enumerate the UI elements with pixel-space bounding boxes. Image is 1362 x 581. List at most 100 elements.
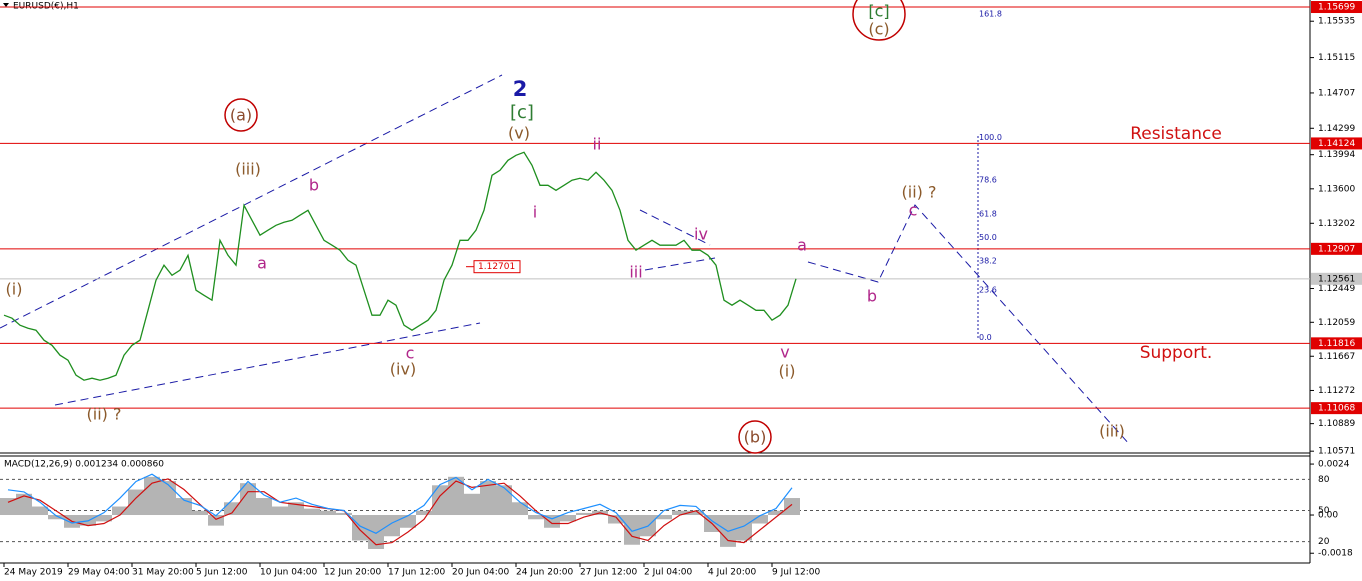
histogram-bar <box>304 508 320 516</box>
wave-label: (iii) <box>1099 422 1125 441</box>
level-label-box <box>1311 402 1362 415</box>
trendlines <box>0 74 1131 446</box>
histogram-bar <box>432 485 448 516</box>
trendline <box>54 322 481 406</box>
wave-label: (v) <box>508 124 530 143</box>
wave-label: (iii) <box>235 160 261 179</box>
fib-label: 23.6 <box>979 286 997 295</box>
indicator-title: MACD(12,26,9) 0.001234 0.000860 <box>4 460 164 470</box>
histogram-bar <box>48 515 64 520</box>
y-tick-label: 1.10889 <box>1318 419 1355 429</box>
level-label: 1.11068 <box>1318 404 1355 414</box>
trendline <box>644 257 716 271</box>
signal-line <box>7 478 793 546</box>
y-tick-label: 1.12449 <box>1318 284 1355 294</box>
level-label-box <box>1311 337 1362 350</box>
wave-label: a <box>797 236 807 255</box>
projection <box>807 204 1131 446</box>
level-label: 1.11816 <box>1318 339 1355 349</box>
histogram-bar <box>192 510 208 516</box>
wave-label: a <box>257 254 267 273</box>
wave-label: ii <box>593 135 602 154</box>
histogram-bar <box>0 498 16 516</box>
histogram-bar <box>320 510 336 516</box>
chart-title: EURUSD(€),H1 <box>13 2 79 12</box>
histogram-bar <box>768 510 784 516</box>
histogram-bar <box>112 506 128 516</box>
histogram-bar <box>144 476 160 516</box>
trendline <box>639 209 711 246</box>
wave-label: (iv) <box>390 360 416 379</box>
histogram-bar <box>528 515 544 520</box>
histogram-bar <box>208 515 224 526</box>
wave-label: [c] <box>868 2 889 21</box>
x-tick-label: 2 Jul 04:00 <box>644 568 693 578</box>
level-label: 1.14124 <box>1318 139 1355 149</box>
circle <box>852 0 906 41</box>
histogram-bar <box>224 502 240 516</box>
wave-label: (ii) ? <box>87 405 122 424</box>
histogram-bar <box>384 515 400 537</box>
x-tick-label: 24 Jun 20:00 <box>516 568 573 578</box>
y2-tick-label: 80 <box>1318 475 1330 485</box>
histogram-bar <box>752 515 768 524</box>
y-tick-label: 1.15535 <box>1318 17 1355 27</box>
y2-tick-label: 50 <box>1318 506 1330 516</box>
wave-label: b <box>867 287 877 306</box>
histogram-bar <box>416 510 432 516</box>
histogram-bar <box>16 493 32 516</box>
histogram-bar <box>352 515 368 541</box>
wave-label: v <box>780 343 789 362</box>
wave-label: c <box>909 201 918 220</box>
histogram-bar <box>160 481 176 516</box>
level-label: 1.15699 <box>1318 3 1355 13</box>
x-tick-label: 10 Jun 04:00 <box>260 568 317 578</box>
wave-label: iv <box>694 225 708 244</box>
price-line <box>3 151 797 381</box>
histogram-bar <box>512 502 528 516</box>
histogram-bar <box>448 476 464 516</box>
y-tick-label: 0.0024 <box>1318 460 1350 470</box>
histogram-bar <box>736 515 752 541</box>
level-label-box <box>1311 137 1362 150</box>
y-tick-label: 1.13994 <box>1318 150 1355 160</box>
histogram-bar <box>672 510 688 516</box>
histogram-bar <box>336 512 352 516</box>
x-tick-label: 9 Jul 12:00 <box>772 568 821 578</box>
histogram-bar <box>400 515 416 528</box>
x-tick-label: 20 Jun 04:00 <box>452 568 509 578</box>
y-tick-label: 1.14299 <box>1318 124 1355 134</box>
wave-label: Support. <box>1140 343 1213 363</box>
histogram-bar <box>272 506 288 516</box>
y-tick-label: 1.13600 <box>1318 184 1355 194</box>
y-tick-label: 1.10571 <box>1318 447 1355 457</box>
circle <box>738 420 772 454</box>
oscillator-line <box>7 473 793 534</box>
histogram-bar <box>128 489 144 516</box>
histogram-bar <box>560 515 576 522</box>
level-label: 1.12907 <box>1318 244 1355 254</box>
x-tick-label: 5 Jun 12:00 <box>196 568 248 578</box>
histogram-bar <box>496 485 512 516</box>
fib-label: 161.8 <box>979 9 1002 18</box>
x-tick-label: 31 May 20:00 <box>132 568 194 578</box>
wave-label: (c) <box>868 20 889 39</box>
y-tick-label: 1.15115 <box>1318 53 1355 63</box>
y-tick-label: 1.12059 <box>1318 318 1355 328</box>
wave-label: (ii) ? <box>902 183 937 202</box>
y-tick-label: 1.11272 <box>1318 386 1355 396</box>
histogram-bar <box>96 515 112 522</box>
wave-label: (b) <box>744 428 767 447</box>
histogram-bar <box>656 515 672 520</box>
wave-label: (a) <box>230 106 252 125</box>
wave-label: 2 <box>513 77 528 101</box>
y-tick-label: 1.11667 <box>1318 352 1355 362</box>
y-tick-label: 1.13202 <box>1318 219 1355 229</box>
fib-label: 50.0 <box>979 233 997 242</box>
x-tick-label: 27 Jun 12:00 <box>580 568 637 578</box>
x-tick-label: 24 May 2019 <box>4 568 63 578</box>
wave-label: i <box>533 203 537 222</box>
level-label-box <box>1311 1 1362 14</box>
current-price-label: 1.12561 <box>1318 274 1355 284</box>
